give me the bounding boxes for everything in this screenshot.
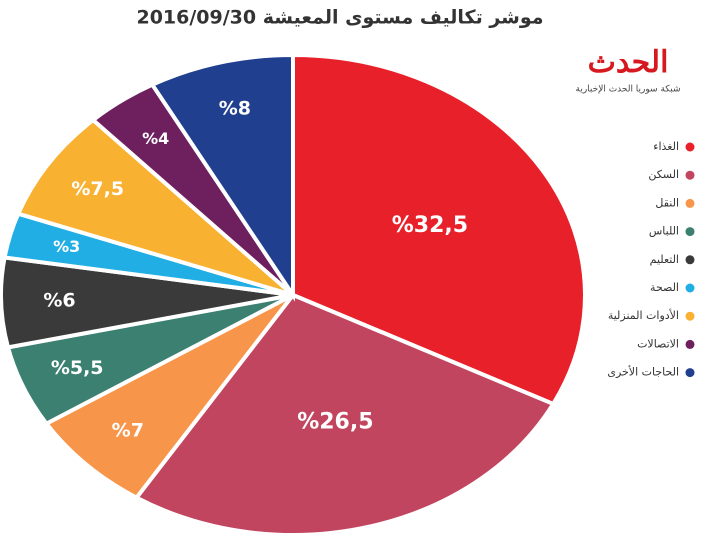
pie-slice bbox=[291, 52, 587, 407]
slice-label: %32,5 bbox=[392, 213, 468, 238]
legend-label: الأدوات المنزلية bbox=[608, 308, 679, 322]
pie-slice bbox=[43, 293, 295, 501]
slice-label: %3 bbox=[53, 237, 80, 256]
legend-label: الحاجات الأخرى bbox=[607, 365, 679, 379]
slice-label: %4 bbox=[142, 129, 169, 148]
legend-label: الاتصالات bbox=[637, 337, 679, 350]
pie-slice bbox=[133, 292, 557, 537]
legend-label: اللباس bbox=[649, 225, 679, 238]
logo-tagline: شبكة سوريا الحدث الإخبارية bbox=[576, 85, 681, 95]
slice-label: %26,5 bbox=[297, 409, 373, 434]
legend-label: الصحة bbox=[650, 281, 679, 294]
slice-label: %8 bbox=[219, 98, 251, 120]
legend-swatch bbox=[685, 255, 695, 265]
legend-swatch bbox=[685, 311, 695, 321]
legend-label: الغذاء bbox=[653, 140, 679, 153]
pie-slice bbox=[149, 52, 295, 302]
legend-label: السكن bbox=[648, 168, 679, 181]
slice-label: %5,5 bbox=[51, 357, 104, 379]
slice-label: %6 bbox=[43, 290, 75, 312]
slice-label: %7 bbox=[112, 419, 144, 441]
logo-name: الحدث bbox=[588, 45, 669, 80]
pie-slice bbox=[15, 117, 295, 297]
legend-swatch bbox=[685, 198, 695, 208]
legend-swatch bbox=[685, 227, 695, 237]
legend-swatch bbox=[685, 142, 695, 152]
slice-label: %7,5 bbox=[71, 178, 124, 200]
legend-label: التعليم bbox=[650, 253, 679, 266]
chart-title: موشر تكاليف مستوى المعيشة 2016/09/30 bbox=[136, 7, 543, 29]
legend-swatch bbox=[685, 339, 695, 349]
legend-swatch bbox=[685, 283, 695, 293]
legend-swatch bbox=[685, 368, 695, 378]
legend-label: النقل bbox=[655, 196, 679, 209]
legend-swatch bbox=[685, 170, 695, 180]
